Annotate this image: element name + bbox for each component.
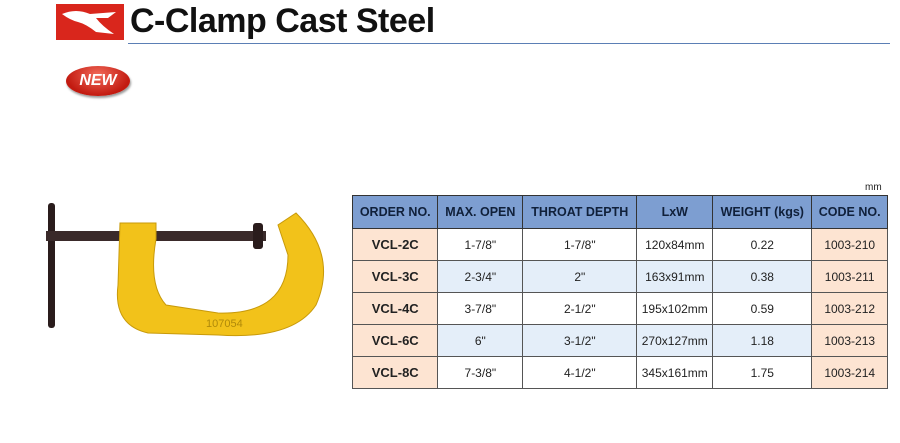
table-cell: 2" (522, 260, 638, 293)
table-row: VCL-4C 3-7/8" 2-1/2" 195x102mm 0.59 1003-212 (351, 292, 888, 325)
table-cell: 0.59 (712, 292, 813, 325)
table-body: VCL-2C 1-7/8" 1-7/8" 120x84mm 0.22 1003-210 VC… (351, 228, 888, 389)
unit-label: mm (865, 182, 882, 193)
table-cell: 3-1/2" (522, 324, 638, 357)
column-header: CODE NO. (811, 195, 888, 229)
table-cell: 1003-213 (811, 324, 888, 357)
table-cell: 3-7/8" (437, 292, 524, 325)
table-cell: VCL-4C (351, 292, 439, 325)
table-cell: 1003-211 (811, 260, 888, 293)
table-cell: VCL-6C (351, 324, 439, 357)
table-cell: 1-7/8" (437, 228, 524, 261)
column-header: MAX. OPEN (437, 195, 524, 229)
table-row: VCL-6C 6" 3-1/2" 270x127mm 1.18 1003-213 (351, 324, 888, 357)
spec-table: ORDER NO. MAX. OPEN THROAT DEPTH LxW WEIGHT … (351, 195, 888, 389)
table-cell: 195x102mm (636, 292, 714, 325)
table-cell: 2-3/4" (437, 260, 524, 293)
table-cell: 7-3/8" (437, 356, 524, 389)
table-cell: 270x127mm (636, 324, 714, 357)
table-row: VCL-8C 7-3/8" 4-1/2" 345x161mm 1.75 1003-214 (351, 356, 888, 389)
table-cell: VCL-2C (351, 228, 439, 261)
column-header: WEIGHT (kgs) (712, 195, 813, 229)
table-cell: VCL-8C (351, 356, 439, 389)
new-badge: NEW (66, 66, 130, 96)
table-row: VCL-2C 1-7/8" 1-7/8" 120x84mm 0.22 1003-210 (351, 228, 888, 261)
table-cell: 0.22 (712, 228, 813, 261)
table-cell: VCL-3C (351, 260, 439, 293)
title: C-Clamp Cast Steel (130, 2, 435, 40)
table-cell: 1003-212 (811, 292, 888, 325)
product-marking: 107054 (206, 318, 243, 330)
table-cell: 120x84mm (636, 228, 714, 261)
table-row: VCL-3C 2-3/4" 2" 163x91mm 0.38 1003-211 (351, 260, 888, 293)
divider (128, 43, 890, 44)
table-cell: 1003-214 (811, 356, 888, 389)
column-header: LxW (636, 195, 714, 229)
table-cell: 345x161mm (636, 356, 714, 389)
logo (56, 4, 124, 40)
product-image: 107054 (46, 203, 325, 337)
table-cell: 0.38 (712, 260, 813, 293)
column-header: ORDER NO. (351, 195, 439, 229)
table-cell: 2-1/2" (522, 292, 638, 325)
table-cell: 4-1/2" (522, 356, 638, 389)
table-cell: 1-7/8" (522, 228, 638, 261)
column-header: THROAT DEPTH (522, 195, 638, 229)
table-cell: 1.75 (712, 356, 813, 389)
table-cell: 6" (437, 324, 524, 357)
table-cell: 1.18 (712, 324, 813, 357)
header-row: ORDER NO. MAX. OPEN THROAT DEPTH LxW WEIGHT … (351, 195, 888, 229)
table-cell: 1003-210 (811, 228, 888, 261)
table-cell: 163x91mm (636, 260, 714, 293)
